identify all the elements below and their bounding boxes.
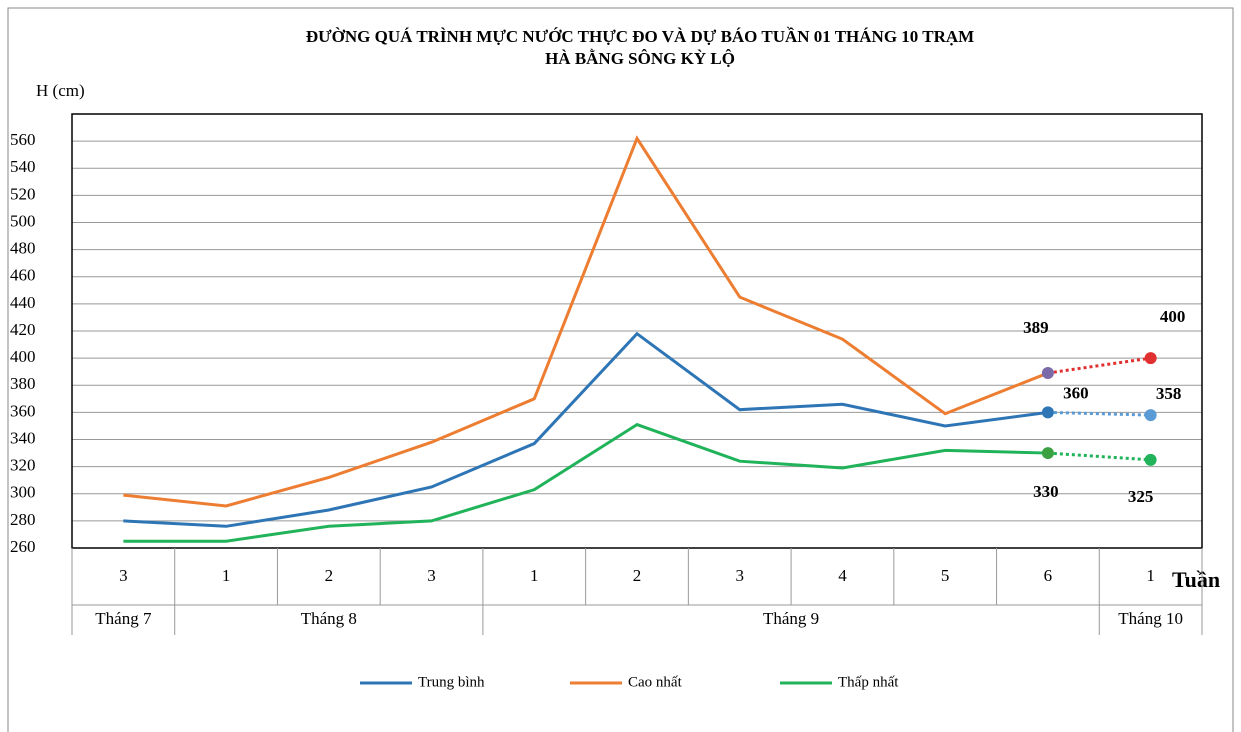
y-tick-label: 440 xyxy=(10,293,36,312)
month-label: Tháng 7 xyxy=(95,609,152,628)
x-tick-label: 1 xyxy=(1146,566,1155,585)
forecast-marker xyxy=(1144,409,1157,422)
chart-title: HÀ BẰNG SÔNG KỲ LỘ xyxy=(545,49,735,68)
series-line xyxy=(123,135,1049,508)
y-tick-label: 280 xyxy=(10,510,36,529)
x-tick-label: 3 xyxy=(735,566,744,585)
legend-label: Thấp nhất xyxy=(838,674,899,690)
y-tick-label: 260 xyxy=(10,537,36,556)
x-tick-label: 3 xyxy=(119,566,128,585)
forecast-marker xyxy=(1144,453,1157,466)
chart-title: ĐƯỜNG QUÁ TRÌNH MỰC NƯỚC THỰC ĐO VÀ DỰ B… xyxy=(306,27,974,46)
x-tick-label: 3 xyxy=(427,566,436,585)
y-tick-label: 460 xyxy=(10,266,36,285)
month-label: Tháng 9 xyxy=(763,609,819,628)
x-tick-label: 5 xyxy=(941,566,950,585)
legend-label: Trung bình xyxy=(418,674,485,690)
y-tick-label: 520 xyxy=(10,184,36,203)
forecast-line xyxy=(1047,356,1151,375)
x-tick-label: 2 xyxy=(325,566,334,585)
chart-frame xyxy=(7,7,1234,732)
x-tick-label: 4 xyxy=(838,566,847,585)
plot-frame xyxy=(71,113,1203,549)
forecast-line xyxy=(1047,451,1151,462)
y-tick-label: 500 xyxy=(10,211,36,230)
series-line xyxy=(123,422,1048,543)
month-label: Tháng 8 xyxy=(301,609,357,628)
series-line xyxy=(123,331,1049,528)
y-tick-label: 400 xyxy=(10,347,36,366)
data-label: 360 xyxy=(1063,383,1089,402)
data-label: 400 xyxy=(1160,307,1186,326)
y-tick-label: 340 xyxy=(10,428,36,447)
y-tick-label: 380 xyxy=(10,374,36,393)
forecast-marker xyxy=(1041,447,1054,460)
forecast-marker xyxy=(1041,406,1054,419)
x-tick-label: 6 xyxy=(1044,566,1053,585)
y-tick-label: 320 xyxy=(10,456,36,475)
x-axis-label: Tuần xyxy=(1172,567,1220,592)
y-tick-label: 540 xyxy=(10,157,36,176)
data-label: 389 xyxy=(1023,318,1049,337)
y-tick-label: 560 xyxy=(10,130,36,149)
month-label: Tháng 10 xyxy=(1118,609,1183,628)
y-tick-label: 360 xyxy=(10,401,36,420)
y-tick-label: 480 xyxy=(10,239,36,258)
x-tick-label: 2 xyxy=(633,566,642,585)
forecast-marker xyxy=(1041,367,1054,380)
data-label: 330 xyxy=(1033,482,1059,501)
forecast-line xyxy=(1047,410,1151,417)
legend-label: Cao nhất xyxy=(628,674,683,690)
forecast-marker xyxy=(1144,352,1157,365)
data-label: 325 xyxy=(1128,487,1154,506)
data-label: 358 xyxy=(1156,384,1182,403)
y-tick-label: 300 xyxy=(10,483,36,502)
y-axis-label: H (cm) xyxy=(36,81,85,100)
y-tick-label: 420 xyxy=(10,320,36,339)
x-tick-label: 1 xyxy=(222,566,231,585)
x-tick-label: 1 xyxy=(530,566,539,585)
